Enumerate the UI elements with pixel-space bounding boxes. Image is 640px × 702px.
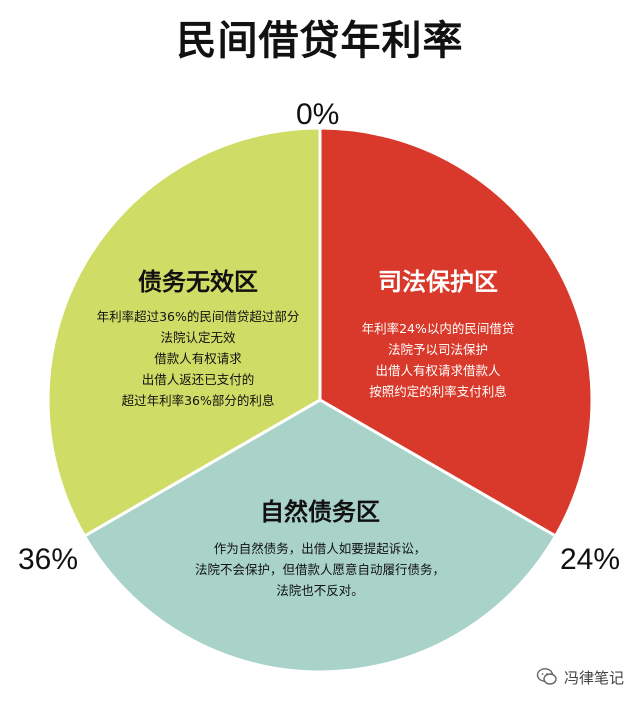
- watermark: 冯律笔记: [536, 666, 624, 688]
- zone-line: 年利率24%以内的民间借贷: [361, 321, 515, 336]
- zone-line: 按照约定的利率支付利息: [369, 384, 507, 399]
- zone-title-natural: 自然债务区: [260, 498, 380, 526]
- zone-line: 出借人返还已支付的: [141, 372, 255, 387]
- zone-line: 出借人有权请求借款人: [375, 363, 501, 378]
- zone-title-judicial: 司法保护区: [378, 268, 498, 296]
- slice-debt-invalid: [46, 126, 322, 538]
- marker-36-percent: 36%: [18, 543, 79, 576]
- zone-title-invalid: 债务无效区: [138, 268, 258, 296]
- zone-text-natural: 作为自然债务，出借人如要提起诉讼， 法院不会保护，但借款人愿意自动履行债务， 法…: [180, 538, 460, 601]
- watermark-text: 冯律笔记: [563, 668, 624, 687]
- marker-0-percent: 0%: [296, 98, 340, 131]
- wechat-icon: [536, 666, 558, 688]
- slice-judicial-protection: [318, 126, 594, 538]
- marker-24-percent: 24%: [560, 543, 621, 576]
- zone-line: 年利率超过36%的民间借贷超过部分: [96, 309, 300, 324]
- zone-line: 法院认定无效: [160, 330, 236, 345]
- zone-text-invalid: 年利率超过36%的民间借贷超过部分 法院认定无效 借款人有权请求 出借人返还已支…: [78, 306, 318, 411]
- zone-line: 超过年利率36%部分的利息: [121, 393, 275, 408]
- zone-line: 作为自然债务，出借人如要提起诉讼，: [213, 541, 427, 556]
- zone-line: 法院不会保护，但借款人愿意自动履行债务，: [194, 562, 445, 577]
- zone-text-judicial: 年利率24%以内的民间借贷 法院予以司法保护 出借人有权请求借款人 按照约定的利…: [338, 318, 538, 402]
- zone-line: 法院予以司法保护: [387, 342, 488, 357]
- diagram-title: 民间借贷年利率: [176, 18, 464, 64]
- zone-line: 借款人有权请求: [154, 351, 242, 366]
- zone-line: 法院也不反对。: [276, 583, 364, 598]
